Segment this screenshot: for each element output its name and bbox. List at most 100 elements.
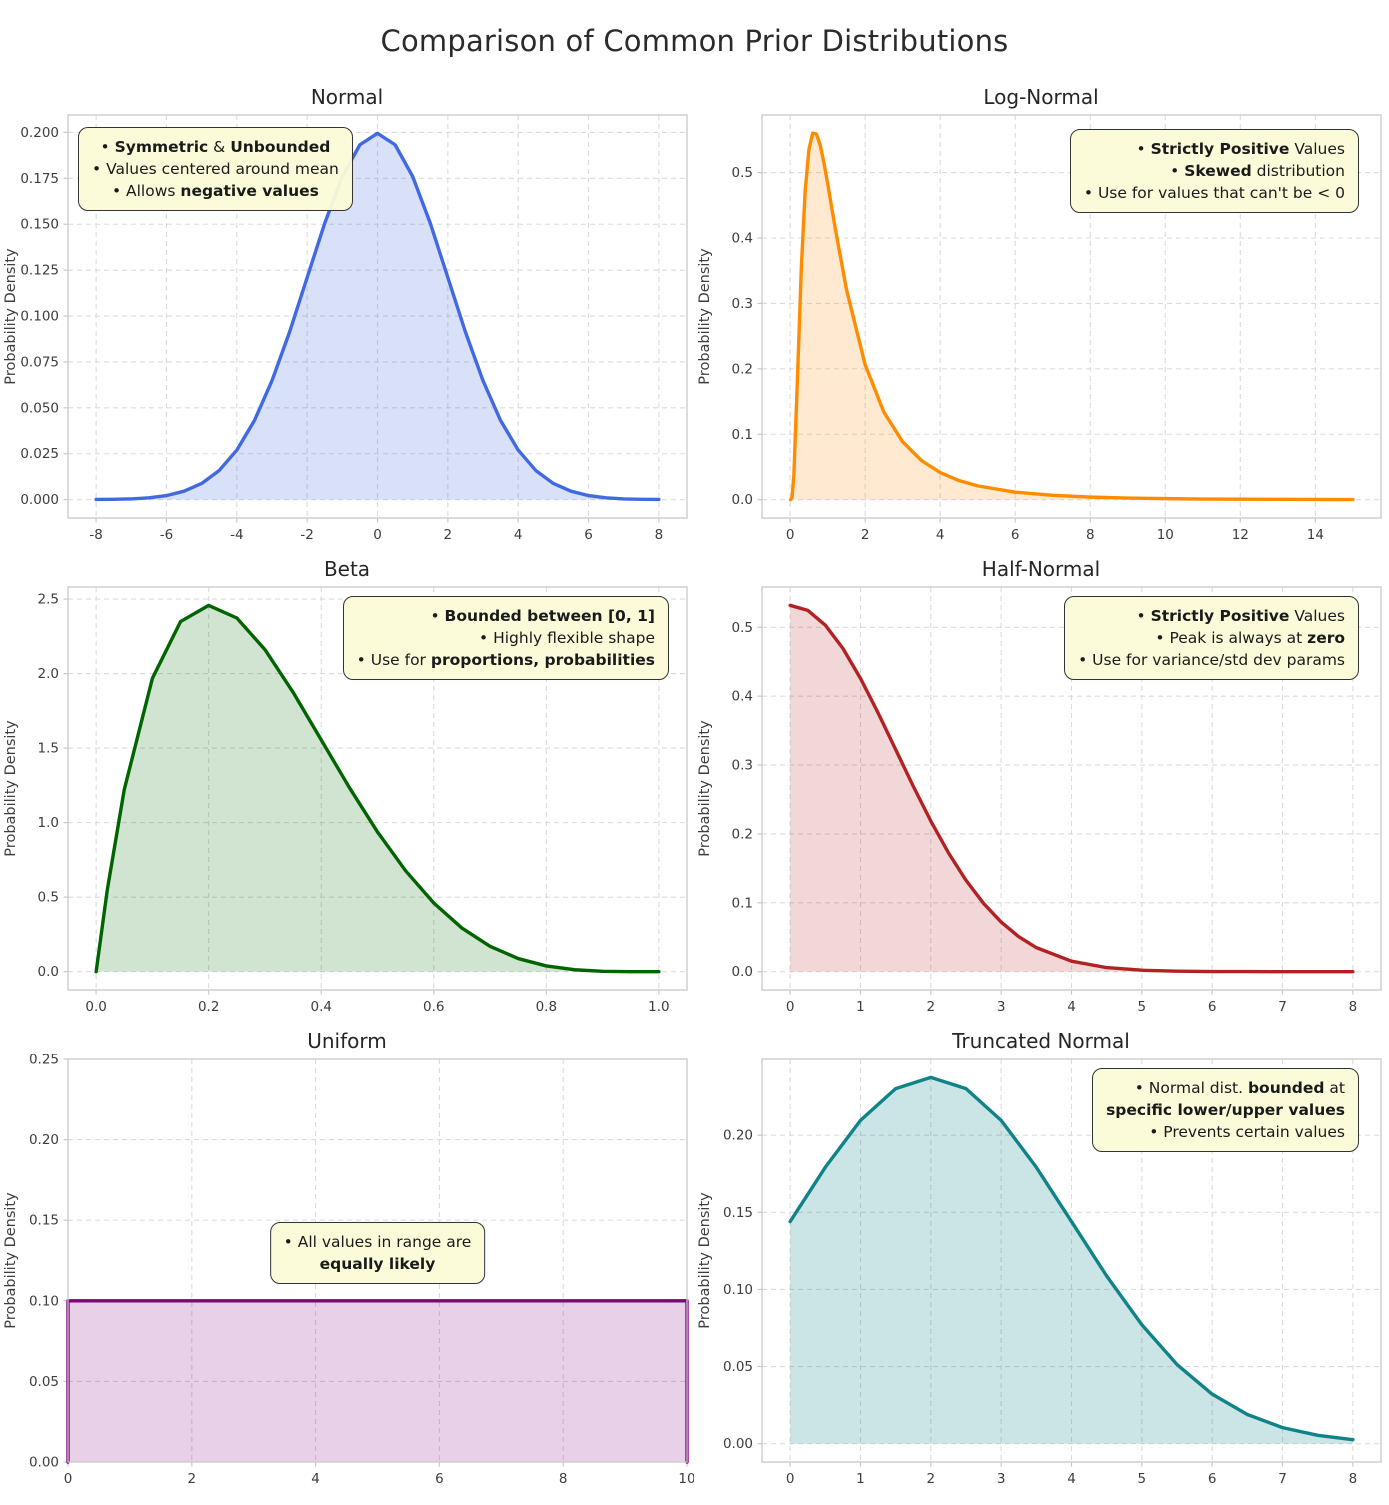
chart-title-halfnormal: Half-Normal [981, 557, 1101, 581]
svg-text:0: 0 [786, 999, 795, 1015]
chart-canvas-halfnormal: 0 1 2 3 4 5 6 7 8 0.0 0.1 0.2 0.3 0.4 0.5 Probability D… [697, 586, 1382, 1015]
chart-uniform: Uniform 0 2 4 6 8 10 0.00 0.05 0.10 0.15 0.20 0.25 P… [0, 1026, 694, 1498]
svg-text:-8: -8 [89, 527, 102, 543]
svg-text:0: 0 [786, 1471, 795, 1487]
svg-text:10: 10 [678, 1471, 694, 1487]
chart-halfnormal: Half-Normal 0 1 2 3 4 5 6 7 8 0.0 0.1 0.2 0.3 0.4 0.5 P… [694, 554, 1388, 1026]
svg-text:0.4: 0.4 [732, 689, 753, 705]
svg-text:0.200: 0.200 [20, 125, 59, 141]
svg-text:1.0: 1.0 [38, 815, 59, 831]
svg-text:0.1: 0.1 [732, 895, 753, 911]
y-axis-label: Probability Density [697, 1192, 713, 1329]
svg-text:0.175: 0.175 [20, 171, 59, 187]
chart-canvas-truncnormal: 0 1 2 3 4 5 6 7 8 0.00 0.05 0.10 0.15 0.20 Probability… [697, 1058, 1382, 1487]
chart-plot-beta: 0.0 0.2 0.4 0.6 0.8 1.0 0.0 0.5 1.0 1.5 2.0 2.5 Prob… [0, 582, 694, 1025]
svg-text:0.3: 0.3 [732, 296, 753, 312]
chart-normal: Normal -8 -6 -4 -2 0 2 4 6 8 0.000 0.025 0.050 0.075… [0, 82, 694, 554]
svg-text:6: 6 [1011, 527, 1020, 543]
chart-beta: Beta 0.0 0.2 0.4 0.6 0.8 1.0 0.0 0.5 1.0 1.5 2.0 2.… [0, 554, 694, 1026]
svg-text:2: 2 [927, 1471, 936, 1487]
page-header: Comparison of Common Prior Distributions [0, 0, 1389, 82]
svg-text:2.5: 2.5 [38, 592, 59, 608]
svg-text:0.050: 0.050 [20, 400, 59, 416]
svg-text:0.05: 0.05 [723, 1359, 753, 1375]
svg-text:0.8: 0.8 [536, 999, 557, 1015]
svg-text:6: 6 [435, 1471, 444, 1487]
svg-text:2: 2 [927, 999, 936, 1015]
y-axis-label: Probability Density [697, 248, 713, 385]
page-title: Comparison of Common Prior Distributions [380, 24, 1009, 58]
y-axis-label: Probability Density [3, 1192, 19, 1329]
svg-text:0.0: 0.0 [38, 964, 59, 980]
svg-text:2: 2 [188, 1471, 197, 1487]
y-axis-label: Probability Density [697, 720, 713, 857]
svg-text:1.5: 1.5 [38, 741, 59, 757]
svg-text:0.20: 0.20 [723, 1128, 753, 1144]
svg-text:7: 7 [1278, 1471, 1287, 1487]
svg-text:0.0: 0.0 [85, 999, 106, 1015]
chart-canvas-normal: -8 -6 -4 -2 0 2 4 6 8 0.000 0.025 0.050 0.075 0.100 0.… [3, 114, 688, 543]
chart-canvas-uniform: 0 2 4 6 8 10 0.00 0.05 0.10 0.15 0.20 0.25 Probabili… [3, 1054, 694, 1487]
svg-text:1: 1 [856, 999, 865, 1015]
svg-text:-4: -4 [230, 527, 243, 543]
svg-text:8: 8 [1086, 527, 1095, 543]
y-axis-label: Probability Density [3, 248, 19, 385]
chart-title-beta: Beta [323, 557, 371, 581]
svg-text:12: 12 [1232, 527, 1249, 543]
svg-text:4: 4 [1067, 999, 1076, 1015]
svg-text:4: 4 [311, 1471, 320, 1487]
svg-text:0.025: 0.025 [20, 446, 59, 462]
svg-text:0.25: 0.25 [29, 1054, 59, 1068]
svg-text:8: 8 [559, 1471, 568, 1487]
svg-text:0.4: 0.4 [310, 999, 331, 1015]
svg-text:8: 8 [655, 527, 664, 543]
svg-text:0.125: 0.125 [20, 263, 59, 279]
svg-text:4: 4 [514, 527, 523, 543]
svg-text:14: 14 [1307, 527, 1324, 543]
svg-text:6: 6 [1208, 1471, 1217, 1487]
svg-text:5: 5 [1138, 999, 1147, 1015]
svg-text:0.1: 0.1 [732, 427, 753, 443]
svg-text:0: 0 [373, 527, 382, 543]
svg-text:7: 7 [1278, 999, 1287, 1015]
chart-canvas-lognormal: 0 2 4 6 8 10 12 14 0.0 0.1 0.2 0.3 0.4 0.5 Probability… [697, 114, 1382, 543]
chart-plot-halfnormal: 0 1 2 3 4 5 6 7 8 0.0 0.1 0.2 0.3 0.4 0.5 Probability D… [694, 582, 1388, 1025]
svg-text:2.0: 2.0 [38, 666, 59, 682]
y-axis-label: Probability Density [3, 720, 19, 857]
svg-text:0.2: 0.2 [732, 826, 753, 842]
svg-text:0.2: 0.2 [198, 999, 219, 1015]
chart-plot-uniform: 0 2 4 6 8 10 0.00 0.05 0.10 0.15 0.20 0.25 Probabili… [0, 1054, 694, 1497]
svg-text:0.3: 0.3 [732, 758, 753, 774]
svg-text:2: 2 [861, 527, 870, 543]
svg-text:8: 8 [1349, 1471, 1358, 1487]
svg-text:0.10: 0.10 [723, 1282, 753, 1298]
svg-text:0.0: 0.0 [732, 964, 753, 980]
svg-text:0.20: 0.20 [29, 1132, 59, 1148]
svg-text:0.6: 0.6 [423, 999, 444, 1015]
svg-text:2: 2 [444, 527, 453, 543]
chart-plot-truncnormal: 0 1 2 3 4 5 6 7 8 0.00 0.05 0.10 0.15 0.20 Probability… [694, 1054, 1388, 1497]
svg-text:0.00: 0.00 [723, 1436, 753, 1452]
charts-grid: Normal -8 -6 -4 -2 0 2 4 6 8 0.000 0.025 0.050 0.075… [0, 82, 1389, 1498]
svg-text:0.100: 0.100 [20, 309, 59, 325]
svg-text:6: 6 [1208, 999, 1217, 1015]
chart-canvas-beta: 0.0 0.2 0.4 0.6 0.8 1.0 0.0 0.5 1.0 1.5 2.0 2.5 Prob… [3, 586, 688, 1015]
svg-text:0.00: 0.00 [29, 1455, 59, 1471]
chart-title-lognormal: Log-Normal [983, 85, 1099, 109]
svg-text:10: 10 [1157, 527, 1174, 543]
chart-title-uniform: Uniform [307, 1029, 387, 1053]
svg-text:0.5: 0.5 [38, 890, 59, 906]
svg-text:0.5: 0.5 [732, 165, 753, 181]
svg-text:1.0: 1.0 [648, 999, 669, 1015]
svg-text:0.000: 0.000 [20, 492, 59, 508]
svg-text:6: 6 [584, 527, 593, 543]
svg-text:0.15: 0.15 [29, 1213, 59, 1229]
svg-text:3: 3 [997, 999, 1006, 1015]
svg-text:8: 8 [1349, 999, 1358, 1015]
svg-text:-2: -2 [300, 527, 313, 543]
svg-text:0.075: 0.075 [20, 354, 59, 370]
svg-text:5: 5 [1138, 1471, 1147, 1487]
svg-text:0.4: 0.4 [732, 230, 753, 246]
svg-text:0.15: 0.15 [723, 1205, 753, 1221]
svg-text:1: 1 [856, 1471, 865, 1487]
